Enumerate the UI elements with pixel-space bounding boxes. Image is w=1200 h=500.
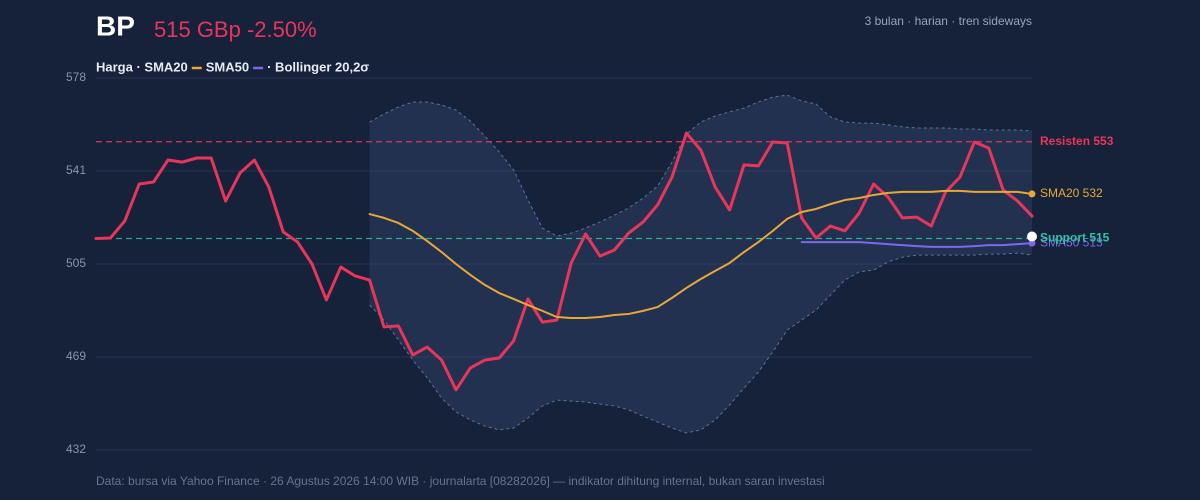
bollinger-fill xyxy=(369,95,1033,433)
y-tick-label: 469 xyxy=(66,349,86,363)
bollinger-lower xyxy=(369,252,1033,434)
y-tick-label: 578 xyxy=(66,70,86,84)
y-tick-label: 541 xyxy=(66,163,86,177)
footer: Data: bursa via Yahoo Finance · 26 Agust… xyxy=(96,474,825,488)
y-tick-label: 432 xyxy=(66,442,86,456)
series-line xyxy=(800,241,1033,248)
price-label: 515 GBp -2.50% xyxy=(154,17,317,42)
y-tick-label: 505 xyxy=(66,256,86,270)
series-line xyxy=(94,131,1034,392)
legend-label: SMA50 xyxy=(206,59,249,74)
legend: Harga · SMA20 SMA50 · Bollinger 20,2σ xyxy=(96,59,369,74)
current-marker xyxy=(1027,231,1037,242)
subtitle: 3 bulan · harian · tren sideways xyxy=(865,14,1032,28)
level-label: Resisten 553 xyxy=(1040,134,1114,148)
end-label: SMA20 532 xyxy=(1040,186,1103,200)
end-dot xyxy=(1028,239,1036,247)
series-line xyxy=(368,189,1033,320)
end-label: SMA50 513 xyxy=(1040,235,1103,249)
end-dot xyxy=(1028,190,1036,198)
legend-label: Harga · SMA20 xyxy=(96,59,188,74)
legend-label: · Bollinger 20,2σ xyxy=(267,59,369,74)
chart-title: BP xyxy=(96,10,135,41)
level-label: Support 515 xyxy=(1040,231,1110,245)
